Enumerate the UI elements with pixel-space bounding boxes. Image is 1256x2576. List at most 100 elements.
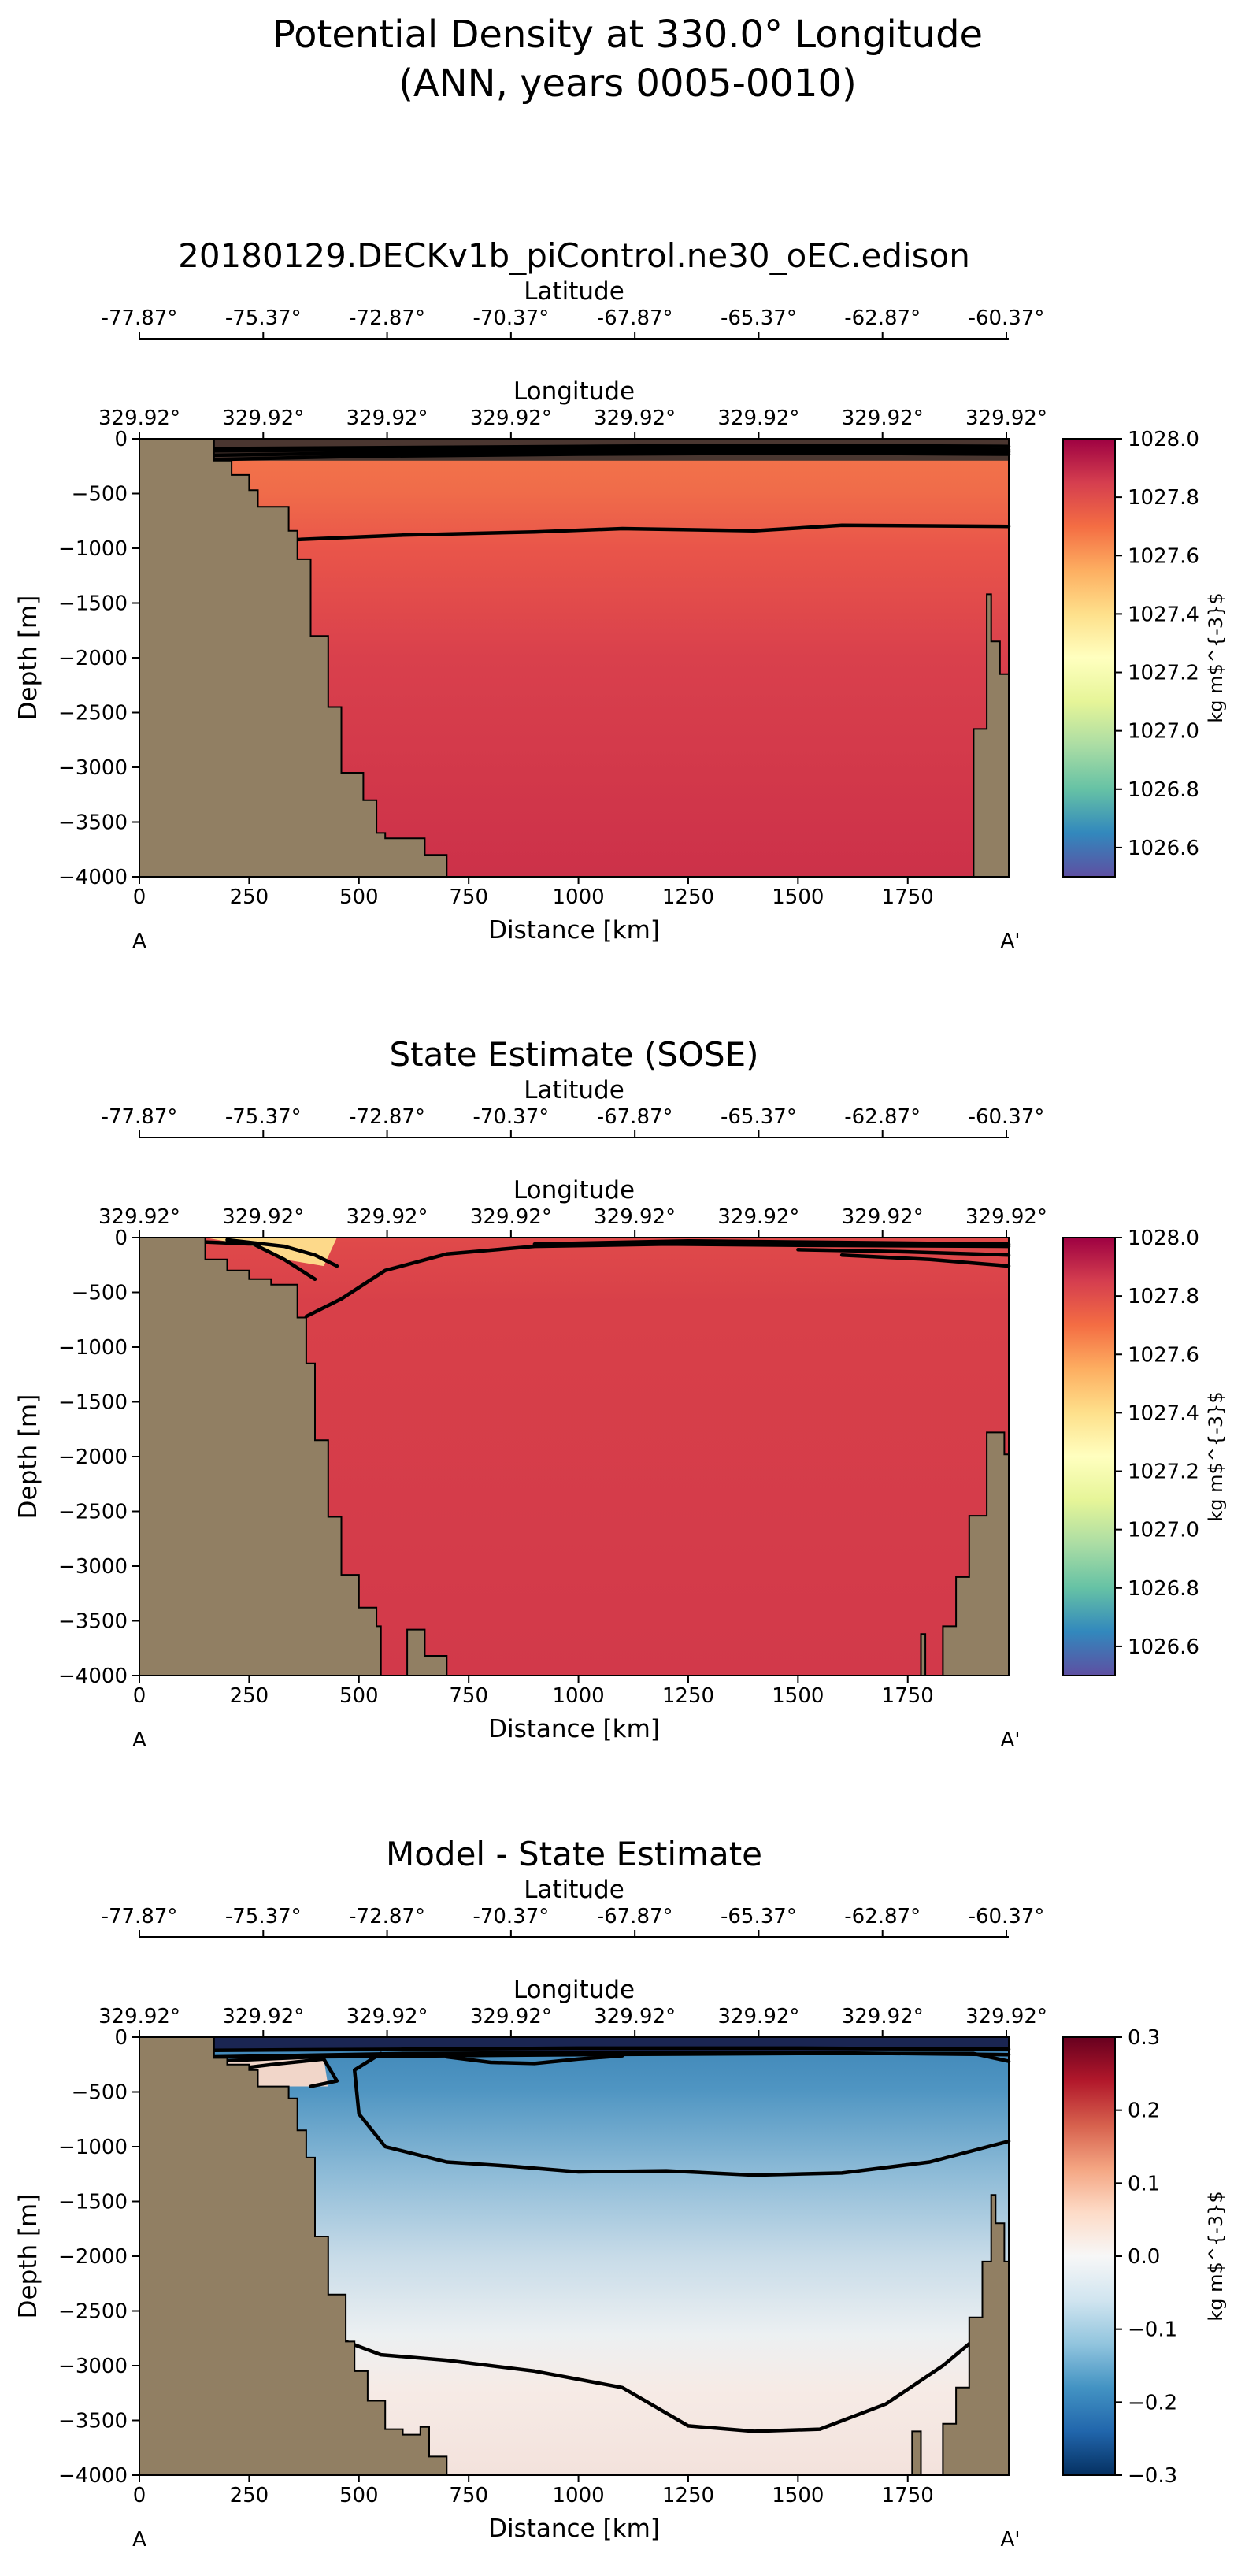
contour-line-1: [212, 2046, 1011, 2052]
colorbar-tick-label: −0.2: [1128, 2391, 1177, 2415]
longitude-tick-label: 329.92°: [222, 406, 304, 430]
latitude-tick-label: -67.87°: [597, 1905, 673, 1928]
longitude-tick-label: 329.92°: [98, 406, 180, 430]
x-tick-label: 1250: [662, 1684, 714, 1708]
latitude-tick-label: -67.87°: [597, 1105, 673, 1129]
longitude-tick-label: 329.92°: [594, 2005, 676, 2029]
y-tick-label: −3500: [58, 2410, 128, 2433]
y-tick-label: −3500: [58, 1610, 128, 1634]
chart-panel-1: 0 250 500 750 1000 1250 1500 1750 0 −500 −1000 −150…: [14, 236, 1227, 953]
colorbar-tick-label: 1027.8: [1128, 1285, 1199, 1308]
longitude-tick-label: 329.92°: [594, 406, 676, 430]
longitude-tick-label: 329.92°: [717, 1205, 799, 1229]
latitude-tick-label: -77.87°: [102, 1105, 178, 1129]
longitude-axis-label: Longitude: [513, 1976, 635, 2004]
x-tick-label: 750: [449, 885, 488, 909]
colorbar-tick-label: 0.0: [1128, 2245, 1160, 2269]
x-tick-label: 1250: [662, 2484, 714, 2507]
colorbar-tick-label: 1028.0: [1128, 428, 1199, 451]
longitude-tick-label: 329.92°: [842, 406, 924, 430]
colorbar-tick-label: 1027.8: [1128, 486, 1199, 510]
contour-line-3: [212, 2051, 1011, 2063]
y-tick-label: −4000: [58, 1665, 128, 1688]
contour-line-5: [295, 523, 1011, 542]
y-tick-label: −3000: [58, 756, 128, 780]
latitude-tick-label: -67.87°: [597, 306, 673, 330]
contour-line-1: [212, 444, 1011, 451]
y-axis-label: Depth [m]: [14, 2194, 43, 2319]
colorbar-tick-label: 1026.6: [1128, 837, 1199, 860]
contour-line-5: [352, 2051, 1011, 2177]
y-tick-label: −2500: [58, 2300, 128, 2324]
x-tick-label: 1500: [772, 885, 824, 909]
y-tick-label: −500: [72, 1282, 128, 1305]
latitude-tick-label: -77.87°: [102, 306, 178, 330]
y-tick-label: −1000: [58, 537, 128, 561]
y-tick-label: −3000: [58, 2355, 128, 2378]
x-tick-label: 1750: [882, 1684, 934, 1708]
y-axis-label: Depth [m]: [14, 1394, 43, 1520]
longitude-tick-label: 329.92°: [594, 1205, 676, 1229]
y-tick-label: −1500: [58, 1391, 128, 1415]
colorbar: [1062, 2036, 1116, 2476]
latitude-tick-label: -75.37°: [225, 1105, 302, 1129]
x-tick-label: 1000: [552, 2484, 604, 2507]
contour-line-4: [225, 2057, 339, 2088]
latitude-tick-label: -72.87°: [349, 306, 425, 330]
colorbar-label: kg m$^{-3}$: [1205, 1391, 1227, 1521]
latitude-axis-label: Latitude: [524, 1076, 624, 1104]
x-tick-label: 250: [230, 885, 269, 909]
colorbar: [1062, 438, 1116, 878]
x-tick-label: 1250: [662, 885, 714, 909]
contour-line-1: [203, 1240, 317, 1282]
contour-line-3: [304, 1242, 1011, 1319]
x-axis-label: Distance [km]: [488, 1715, 660, 1743]
x-tick-label: 1750: [882, 2484, 934, 2507]
endpoint-label-a: A: [132, 2528, 146, 2552]
longitude-tick-label: 329.92°: [717, 2005, 799, 2029]
x-tick-label: 1000: [552, 885, 604, 909]
chart-panel-2: 0 250 500 750 1000 1250 1500 1750 0 −500 −1000 −150…: [14, 1035, 1227, 1752]
longitude-tick-label: 329.92°: [470, 406, 552, 430]
longitude-tick-label: 329.92°: [470, 1205, 552, 1229]
contour-line-2: [212, 447, 1011, 453]
longitude-tick-label: 329.92°: [346, 1205, 428, 1229]
colorbar-tick-label: 1027.2: [1128, 1461, 1199, 1484]
latitude-tick-label: -72.87°: [349, 1905, 425, 1928]
x-tick-label: 0: [133, 2484, 146, 2507]
colorbar-tick-label: 1027.6: [1128, 1343, 1199, 1367]
latitude-tick-label: -72.87°: [349, 1105, 425, 1129]
latitude-tick-label: -62.87°: [844, 1105, 921, 1129]
y-tick-label: −500: [72, 483, 128, 507]
figure-title-line2: (ANN, years 0005-0010): [398, 61, 857, 106]
x-tick-label: 750: [449, 1684, 488, 1708]
contour-line-6: [445, 2054, 624, 2066]
colorbar-tick-label: 0.3: [1128, 2026, 1160, 2050]
longitude-tick-label: 329.92°: [98, 2005, 180, 2029]
x-tick-label: 0: [133, 885, 146, 909]
panel-title: 20180129.DECKv1b_piControl.ne30_oEC.edis…: [178, 236, 970, 275]
latitude-tick-label: -65.37°: [721, 1105, 797, 1129]
longitude-tick-label: 329.92°: [470, 2005, 552, 2029]
y-tick-label: −4000: [58, 2464, 128, 2488]
colorbar-tick-label: 1026.8: [1128, 1577, 1199, 1601]
y-tick-label: −3000: [58, 1555, 128, 1579]
latitude-tick-label: -60.37°: [969, 1105, 1045, 1129]
y-tick-label: −1500: [58, 592, 128, 616]
y-tick-label: −4000: [58, 866, 128, 889]
endpoint-label-a-prime: A': [1001, 1728, 1021, 1752]
longitude-tick-label: 329.92°: [222, 2005, 304, 2029]
x-axis-label: Distance [km]: [488, 916, 660, 945]
panel-title: Model - State Estimate: [386, 1835, 762, 1873]
latitude-tick-label: -62.87°: [844, 1905, 921, 1928]
latitude-axis-label: Latitude: [524, 1876, 624, 1904]
endpoint-label-a: A: [132, 1728, 146, 1752]
contour-line-4: [212, 451, 1011, 462]
panel-title: State Estimate (SOSE): [389, 1035, 758, 1074]
y-tick-label: −1000: [58, 2136, 128, 2159]
x-tick-label: 750: [449, 2484, 488, 2507]
y-tick-label: −3500: [58, 811, 128, 835]
bathymetry-land: [139, 2036, 1010, 2476]
x-tick-label: 250: [230, 2484, 269, 2507]
